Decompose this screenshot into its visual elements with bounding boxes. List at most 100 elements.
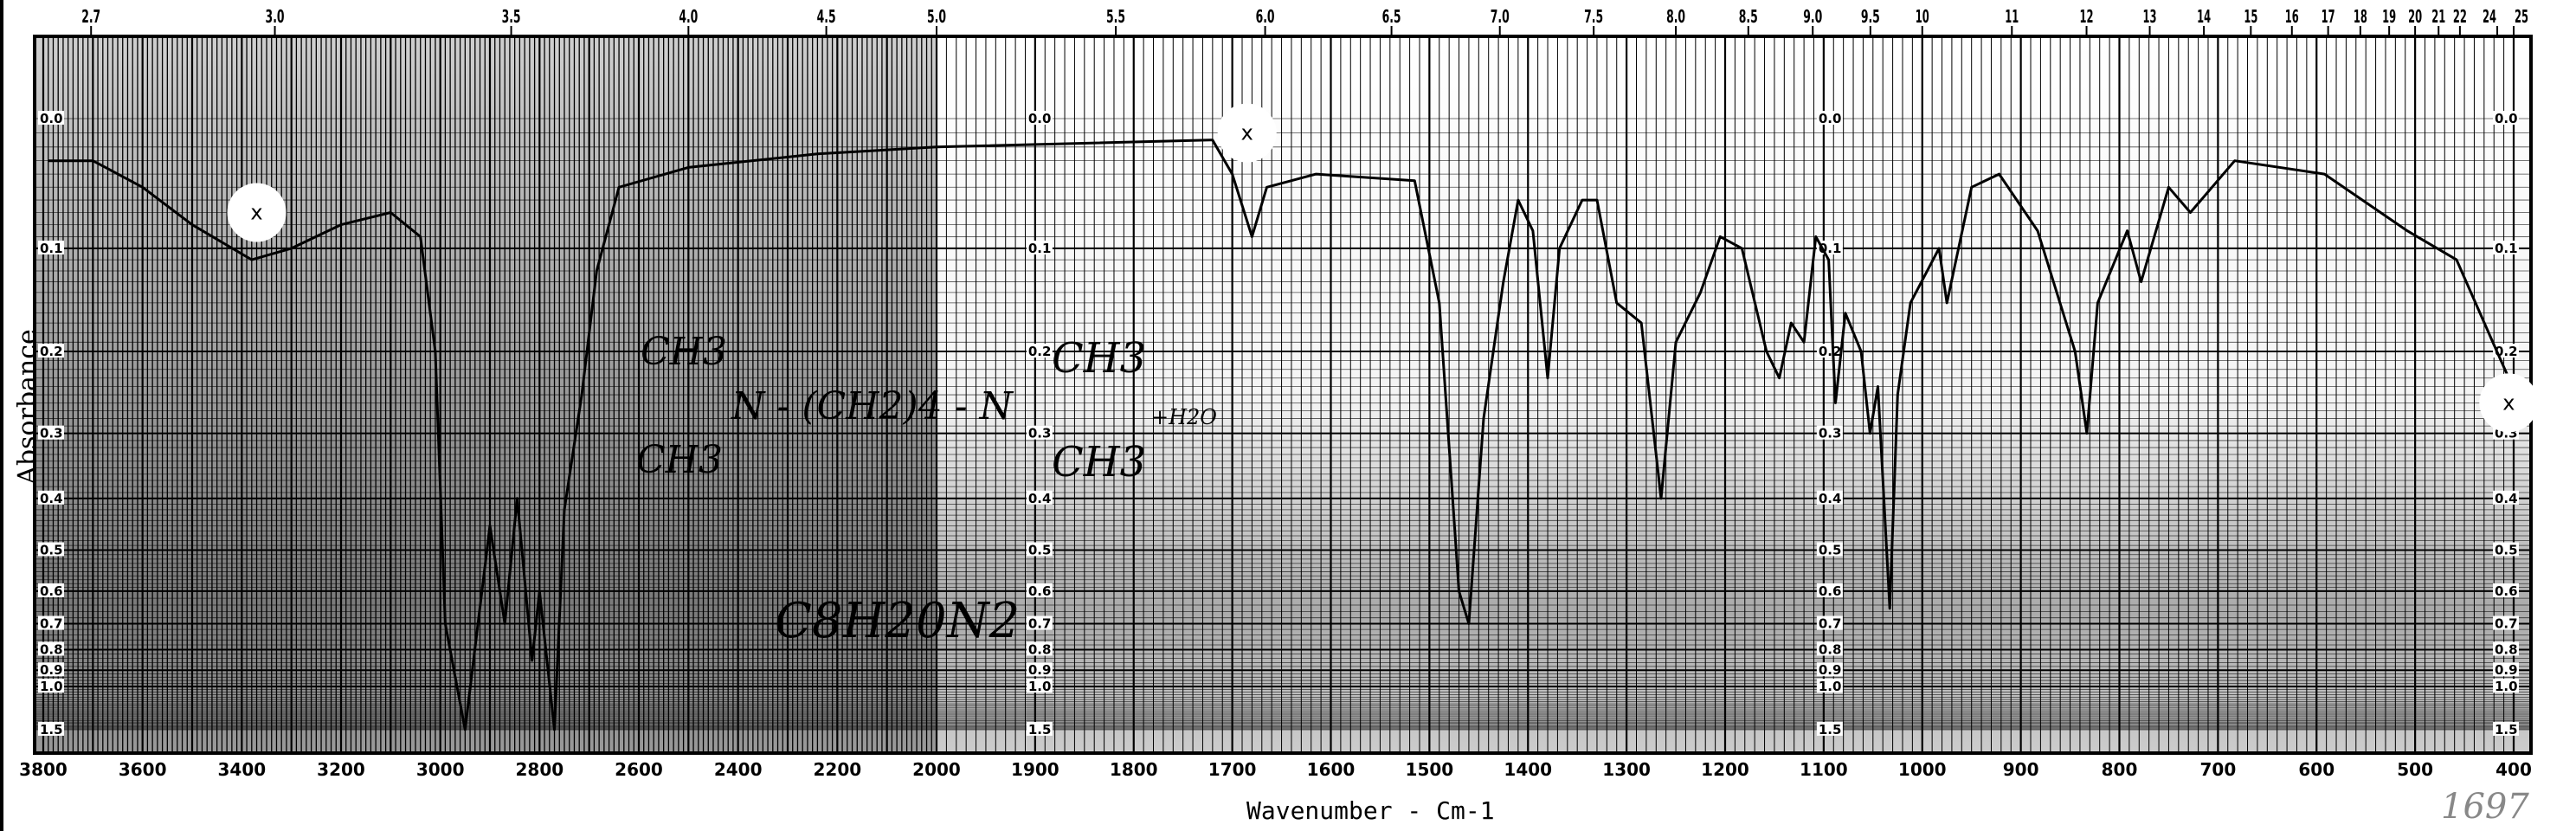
y-tick-label: 0.5	[40, 542, 63, 557]
marker-label: x	[250, 201, 262, 225]
x-tick-label: 3200	[317, 759, 365, 780]
y-tick-label: 0.0	[2495, 111, 2518, 126]
top-tick-label: 14	[2197, 6, 2211, 27]
y-tick-label-bg	[2493, 542, 2519, 557]
top-tick-label: 21	[2431, 6, 2445, 27]
y-tick-label-bg	[1026, 721, 1053, 736]
annotation-handwritten-number: 1697	[2441, 787, 2529, 827]
y-tick-label: 0.6	[2495, 583, 2518, 599]
y-tick-label: 0.6	[1819, 583, 1842, 599]
x-tick-label: 1900	[1011, 759, 1059, 780]
top-tick-label: 3.0	[266, 6, 285, 27]
y-tick-label: 0.9	[1028, 662, 1052, 678]
y-tick-label: 0.8	[1028, 641, 1052, 657]
y-tick-label-bg	[1816, 583, 1843, 597]
y-tick-label: 0.5	[2495, 542, 2518, 557]
y-tick-label-bg	[1816, 542, 1843, 557]
marker-circle	[1217, 103, 1277, 163]
x-tick-label: 1000	[1898, 759, 1947, 780]
y-tick-label-bg	[1026, 240, 1053, 254]
y-tick-label: 0.3	[1819, 426, 1842, 441]
y-tick-label-bg	[2493, 662, 2519, 677]
y-tick-label-bg	[38, 240, 64, 254]
y-tick-label: 0.7	[40, 616, 63, 632]
y-tick-label: 0.1	[1028, 241, 1052, 256]
y-tick-label-bg	[38, 641, 64, 656]
y-tick-label: 0.5	[1028, 542, 1052, 557]
y-tick-label: 0.1	[2495, 241, 2518, 256]
y-tick-label-bg	[38, 425, 64, 440]
top-tick-label: 11	[2005, 6, 2019, 27]
y-tick-label: 0.6	[40, 583, 63, 599]
x-tick-label: 3400	[217, 759, 266, 780]
annotation-formula: C8H20N2	[775, 593, 1021, 649]
y-tick-label: 0.6	[1028, 583, 1052, 599]
y-tick-label: 0.9	[1819, 662, 1842, 678]
annotation-water: +H2O	[1151, 405, 1217, 429]
top-tick-label: 25	[2515, 6, 2528, 27]
top-tick-label: 10	[1916, 6, 1929, 27]
y-tick-label: 1.5	[1028, 722, 1052, 738]
y-tick-label-bg	[38, 679, 64, 693]
y-tick-label: 0.3	[40, 426, 63, 441]
x-tick-label: 3600	[119, 759, 167, 780]
annotation-ch3-left-bottom: CH3	[636, 438, 724, 482]
y-tick-label: 0.7	[1028, 616, 1052, 632]
y-tick-label-bg	[2493, 641, 2519, 656]
y-tick-label-bg	[1026, 490, 1053, 505]
y-tick-label: 1.0	[1819, 679, 1842, 694]
y-tick-label-bg	[1816, 679, 1843, 693]
y-tick-label: 0.2	[2495, 344, 2518, 359]
y-tick-label-bg	[38, 662, 64, 677]
annotation-ch3-right-bottom: CH3	[1052, 438, 1147, 486]
scan-edge	[0, 0, 3, 831]
top-tick-label: 15	[2244, 6, 2257, 27]
y-tick-label-bg	[38, 615, 64, 630]
y-tick-label-bg	[1026, 662, 1053, 677]
y-tick-label: 0.9	[2495, 662, 2518, 678]
top-tick-label: 6.0	[1256, 6, 1275, 27]
top-tick-label: 2.7	[81, 6, 100, 27]
x-tick-label: 500	[2397, 759, 2433, 780]
y-axis-label: Absorbance	[12, 329, 43, 485]
y-tick-label-bg	[1816, 490, 1843, 505]
y-tick-label: 0.4	[2495, 491, 2518, 506]
top-tick-label: 7.5	[1584, 6, 1603, 27]
top-tick-label: 9.5	[1861, 6, 1880, 27]
x-tick-label: 1600	[1307, 759, 1356, 780]
top-tick-label: 4.5	[817, 6, 836, 27]
top-tick-label: 8.0	[1666, 6, 1685, 27]
x-tick-label: 400	[2496, 759, 2532, 780]
top-tick-label: 13	[2143, 6, 2157, 27]
x-tick-label: 1800	[1110, 759, 1158, 780]
x-tick-label: 800	[2102, 759, 2138, 780]
y-tick-label: 0.3	[1028, 426, 1052, 441]
y-tick-label-bg	[2493, 615, 2519, 630]
annotation-ch3-right-top: CH3	[1052, 334, 1147, 383]
y-tick-label-bg	[1026, 425, 1053, 440]
annotation-chain: N - (CH2)4 - N	[731, 384, 1014, 428]
y-tick-label: 1.0	[1028, 679, 1052, 694]
top-tick-label: 9.0	[1803, 6, 1822, 27]
y-tick-label: 1.5	[2495, 722, 2518, 738]
y-tick-label-bg	[1026, 679, 1053, 693]
y-tick-label: 0.4	[40, 491, 63, 506]
y-tick-label-bg	[38, 583, 64, 597]
x-tick-label: 600	[2298, 759, 2334, 780]
y-tick-label-bg	[38, 111, 64, 125]
marker-label: x	[1241, 121, 1253, 145]
x-tick-label: 700	[2200, 759, 2237, 780]
top-tick-label: 22	[2453, 6, 2467, 27]
y-tick-label-bg	[1026, 111, 1053, 125]
y-tick-label-bg	[38, 721, 64, 736]
y-tick-label-bg	[38, 344, 64, 358]
y-tick-label: 0.0	[1819, 111, 1842, 126]
y-tick-label-bg	[1026, 542, 1053, 557]
y-tick-label-bg	[38, 542, 64, 557]
top-tick-label: 5.0	[927, 6, 946, 27]
y-tick-label: 0.0	[40, 111, 63, 126]
top-tick-label: 5.5	[1106, 6, 1125, 27]
x-tick-label: 1500	[1406, 759, 1454, 780]
top-tick-label: 19	[2382, 6, 2396, 27]
y-tick-label: 1.0	[40, 679, 63, 694]
